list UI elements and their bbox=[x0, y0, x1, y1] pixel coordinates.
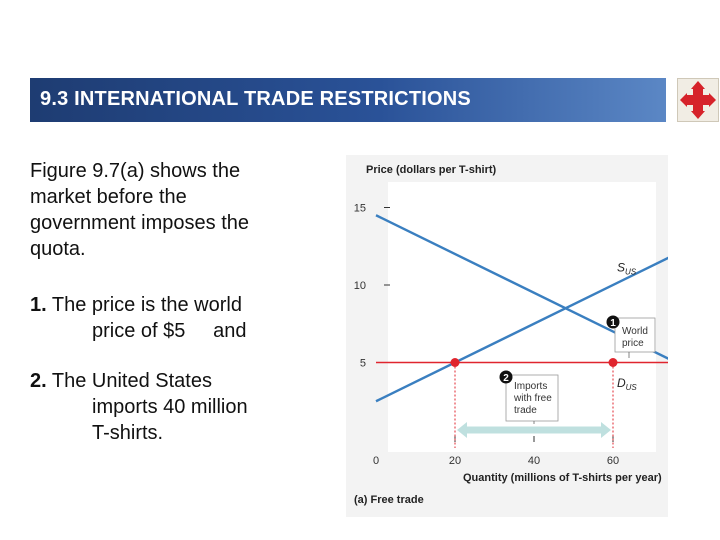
four-arrows-nav-icon[interactable] bbox=[677, 78, 719, 122]
x-tick-label: 60 bbox=[607, 455, 619, 467]
callout-text: World bbox=[622, 326, 648, 337]
intro-line: Figure 9.7(a) shows the bbox=[30, 160, 241, 182]
point-2-number: 2. bbox=[30, 370, 47, 392]
x-axis-label: Quantity (millions of T-shirts per year) bbox=[463, 472, 662, 484]
imports-arrow-head bbox=[601, 422, 611, 438]
y-tick-label: 10 bbox=[354, 280, 366, 292]
intro-line: government imposes the bbox=[30, 212, 250, 234]
x-tick-label: 40 bbox=[528, 455, 540, 467]
point-2-line: T-shirts. bbox=[92, 422, 164, 444]
title-bar: 9.3 INTERNATIONAL TRADE RESTRICTIONS bbox=[30, 78, 666, 122]
y-tick-label: 5 bbox=[360, 358, 366, 370]
point-2-line: The United States bbox=[51, 370, 212, 392]
chart-caption: (a) Free trade bbox=[354, 494, 424, 506]
callout-text: with free bbox=[513, 393, 552, 404]
world-price-callout-box bbox=[614, 317, 656, 353]
point-1-line: price of $5 and bbox=[92, 320, 247, 342]
intersection-point bbox=[608, 358, 618, 367]
supply-curve bbox=[375, 245, 693, 403]
x-tick-label: 20 bbox=[449, 455, 461, 467]
demand-label-sub: US bbox=[626, 383, 638, 392]
four-arrows-nav-glyph bbox=[680, 81, 716, 119]
callout-text: Imports bbox=[514, 381, 547, 392]
intro-line: market before the bbox=[30, 186, 187, 208]
point-1: 1. The price is the world price of $5 an… bbox=[30, 292, 247, 344]
point-1-line: The price is the world bbox=[51, 294, 242, 316]
figure-panel: Price (dollars per T-shirt) 5 10 15 0 20 40 6… bbox=[346, 155, 693, 517]
y-axis-label: Price (dollars per T-shirt) bbox=[366, 164, 497, 176]
imports-callout-box bbox=[505, 374, 559, 422]
callout-number-badge bbox=[606, 315, 620, 329]
supply-label-sub: US bbox=[625, 268, 637, 277]
free-trade-chart: Price (dollars per T-shirt) 5 10 15 0 20 40 6… bbox=[354, 164, 693, 506]
callout-number: 2 bbox=[503, 373, 509, 384]
imports-arrow-head bbox=[457, 422, 467, 438]
callout-number-badge bbox=[499, 370, 513, 384]
intro-text: Figure 9.7(a) shows the market before th… bbox=[30, 158, 249, 262]
point-1-number: 1. bbox=[30, 294, 47, 316]
intro-line: quota. bbox=[30, 238, 86, 260]
y-tick-label: 15 bbox=[354, 203, 366, 215]
point-2-line: imports 40 million bbox=[92, 396, 248, 418]
callout-text: trade bbox=[514, 405, 537, 416]
slide-title: 9.3 INTERNATIONAL TRADE RESTRICTIONS bbox=[40, 88, 471, 110]
callout-number: 1 bbox=[610, 318, 616, 329]
x-tick-label: 0 bbox=[373, 455, 379, 467]
callout-text: price bbox=[622, 338, 644, 349]
point-2: 2. The United States imports 40 million … bbox=[30, 368, 248, 446]
intersection-point bbox=[450, 358, 460, 367]
